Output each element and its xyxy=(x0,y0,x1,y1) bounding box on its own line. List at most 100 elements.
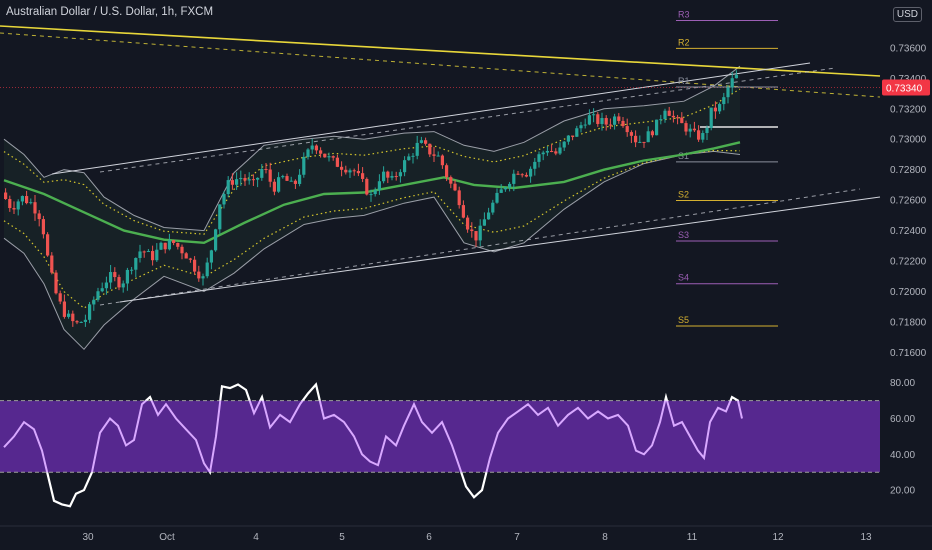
candle-body xyxy=(201,276,205,279)
candle-body xyxy=(697,130,701,140)
time-tick-label: Oct xyxy=(159,532,175,543)
rsi-band-fill xyxy=(0,400,880,473)
candle-body xyxy=(482,219,486,226)
candle-body xyxy=(537,154,541,162)
candlesticks xyxy=(4,70,738,327)
time-tick-label: 5 xyxy=(339,532,345,543)
candle-body xyxy=(730,78,734,88)
candle-body xyxy=(113,272,117,278)
candle-body xyxy=(256,177,260,180)
pivot-label-s5: S5 xyxy=(678,315,689,325)
candle-body xyxy=(529,168,533,177)
candle-body xyxy=(46,234,50,256)
candle-body xyxy=(663,110,667,120)
candle-body xyxy=(432,154,436,156)
candle-body xyxy=(692,128,696,131)
candle-body xyxy=(331,156,335,158)
candle-body xyxy=(642,141,646,143)
candle-body xyxy=(625,126,629,133)
candle-body xyxy=(650,131,654,136)
candle-body xyxy=(369,194,373,196)
candle-body xyxy=(310,145,314,150)
candle-body xyxy=(386,171,390,178)
candle-body xyxy=(445,165,449,178)
candle-body xyxy=(155,249,159,261)
candle-body xyxy=(298,174,302,184)
candle-body xyxy=(20,196,24,202)
candle-body xyxy=(428,143,432,155)
candle-body xyxy=(323,153,327,158)
channel-lower-line xyxy=(119,196,881,303)
price-tick-label: 0.73200 xyxy=(890,104,927,115)
candle-body xyxy=(146,251,150,253)
candle-body xyxy=(285,176,289,181)
candle-body xyxy=(109,272,113,283)
candle-body xyxy=(734,74,738,79)
candle-body xyxy=(478,225,482,241)
candle-body xyxy=(575,128,579,137)
candle-body xyxy=(583,124,587,126)
candle-body xyxy=(218,204,222,230)
candle-body xyxy=(466,217,470,230)
candle-body xyxy=(134,258,138,270)
price-tick-label: 0.71600 xyxy=(890,348,927,359)
candle-body xyxy=(100,288,104,292)
candle-body xyxy=(629,132,633,136)
currency-badge[interactable]: USD xyxy=(892,7,922,22)
candle-body xyxy=(75,321,79,323)
pivot-label-r2: R2 xyxy=(678,37,690,47)
pivot-label-r3: R3 xyxy=(678,9,690,19)
candle-body xyxy=(634,135,638,143)
candle-body xyxy=(424,140,428,144)
candle-body xyxy=(54,272,58,294)
candle-body xyxy=(58,293,62,302)
candle-body xyxy=(214,229,218,251)
candle-body xyxy=(361,173,365,179)
candle-body xyxy=(92,299,96,305)
price-tick-label: 0.73600 xyxy=(890,43,927,54)
candle-body xyxy=(239,177,243,180)
candle-body xyxy=(348,170,352,173)
rsi-tick-label: 80.00 xyxy=(890,378,915,389)
candle-body xyxy=(340,166,344,170)
band-fill xyxy=(4,66,740,350)
candle-body xyxy=(125,269,129,284)
candle-body xyxy=(596,114,600,124)
candle-body xyxy=(209,250,213,263)
candle-body xyxy=(394,176,398,178)
candle-body xyxy=(655,119,659,136)
candle-body xyxy=(243,177,247,181)
rsi-tick-label: 20.00 xyxy=(890,486,915,497)
candle-body xyxy=(709,107,713,128)
candle-body xyxy=(319,150,323,154)
moving-average xyxy=(3,141,741,245)
pivot-levels: R3 R2 R1 S1 S2 S3 S4 S5 xyxy=(676,9,778,327)
candle-body xyxy=(403,160,407,173)
candle-body xyxy=(142,251,146,253)
time-tick-label: 4 xyxy=(253,532,259,543)
price-tick-label: 0.72200 xyxy=(890,257,927,268)
candle-body xyxy=(415,142,419,156)
candle-body xyxy=(33,202,37,214)
price-axis[interactable]: 0.73600 0.73400 0.73200 0.73000 0.72800 0.726… xyxy=(882,43,930,359)
candle-body xyxy=(566,135,570,142)
rsi-tick-label: 40.00 xyxy=(890,450,915,461)
candle-body xyxy=(621,120,625,127)
time-tick-label: 7 xyxy=(514,532,520,543)
candle-body xyxy=(659,119,663,121)
time-axis[interactable]: 30 Oct 4 5 6 7 8 11 12 13 xyxy=(0,525,932,543)
time-tick-label: 30 xyxy=(82,532,94,543)
candle-body xyxy=(260,168,264,178)
candle-body xyxy=(335,157,339,167)
candle-body xyxy=(352,170,356,172)
candle-body xyxy=(495,192,499,203)
candle-body xyxy=(667,110,671,116)
candle-body xyxy=(671,115,675,118)
candle-body xyxy=(579,125,583,129)
candle-body xyxy=(71,313,75,322)
lower-band xyxy=(3,150,741,351)
price-tick-label: 0.72400 xyxy=(890,226,927,237)
candle-body xyxy=(499,189,503,193)
candle-body xyxy=(159,242,163,250)
